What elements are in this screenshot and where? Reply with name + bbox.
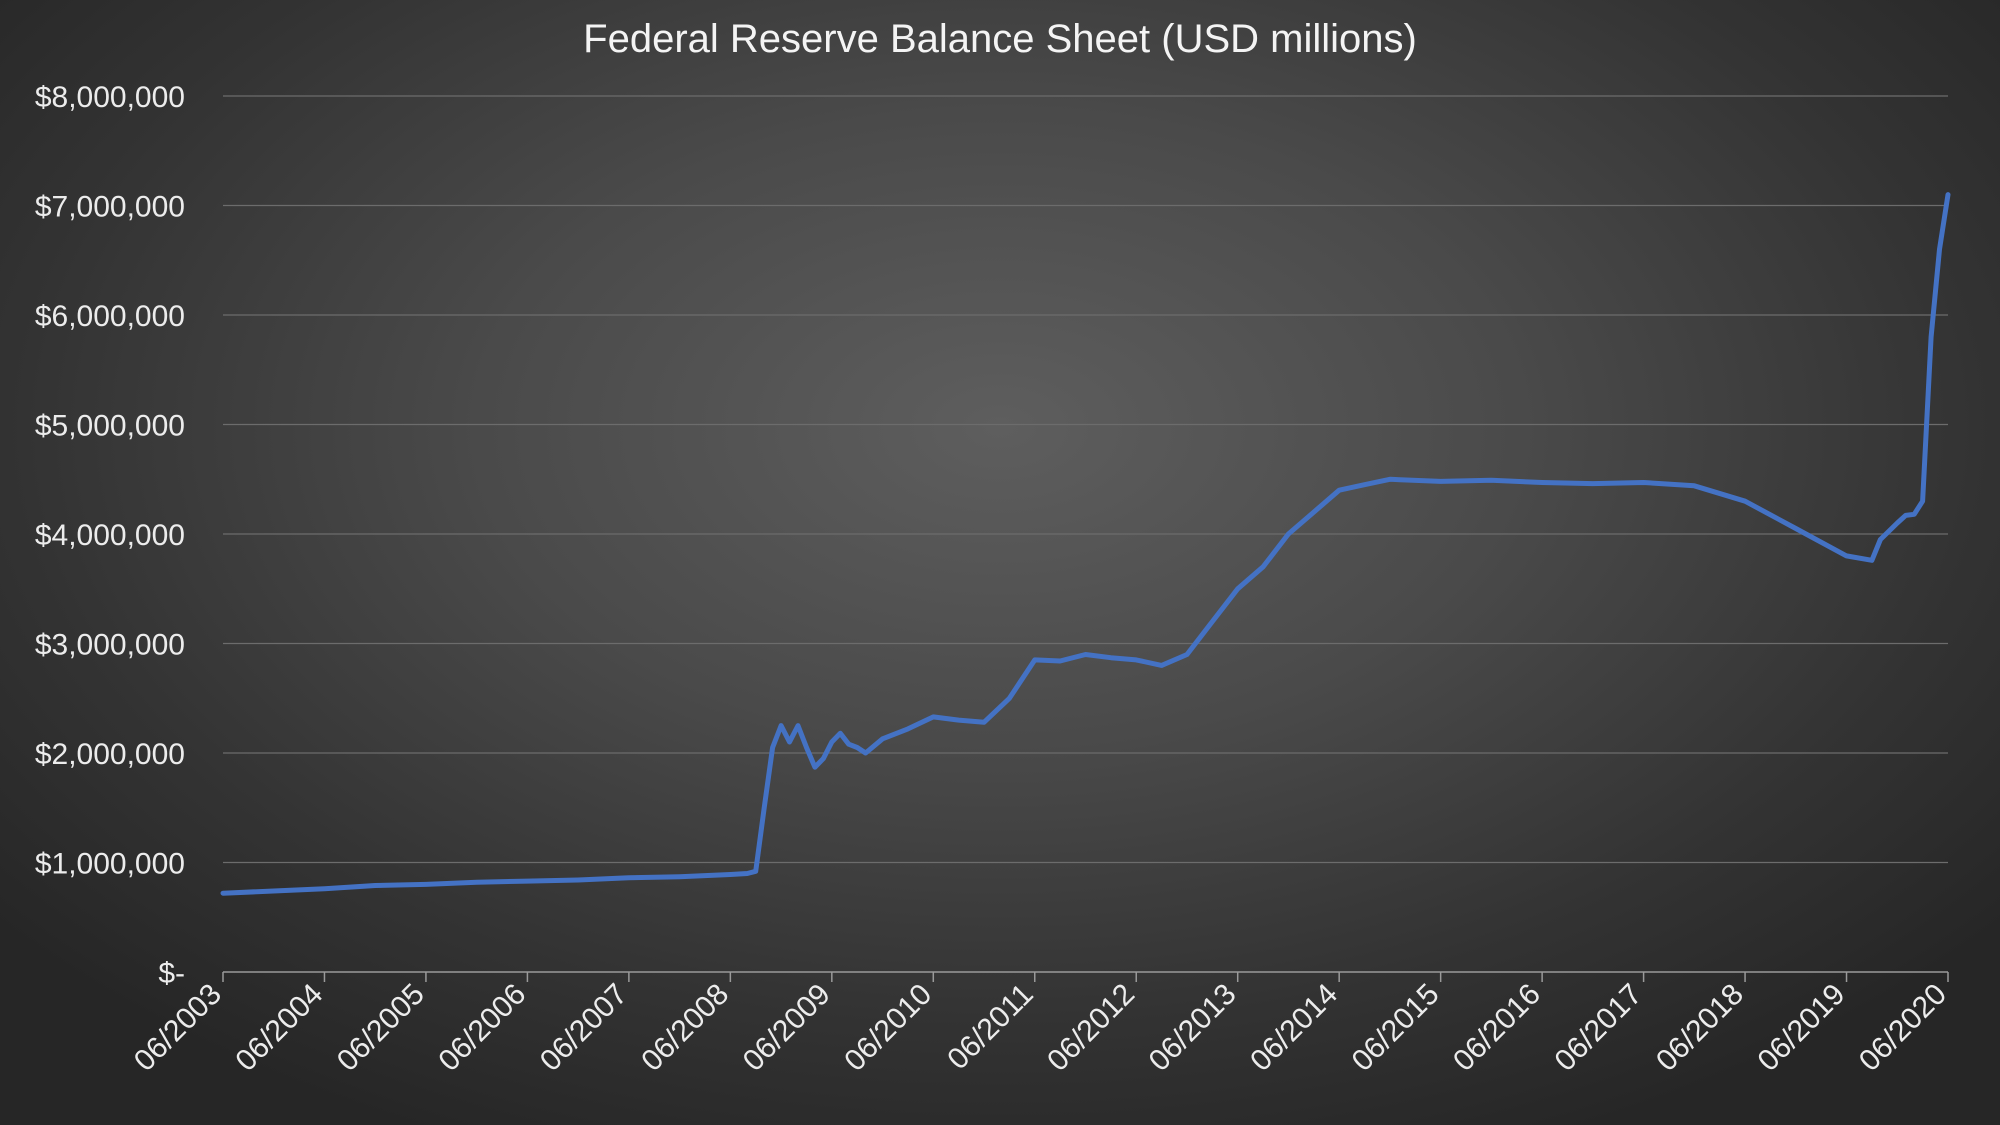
x-tick-label: 06/2008 <box>635 978 735 1078</box>
x-tick-label: 06/2004 <box>229 978 329 1078</box>
y-tick-label: $6,000,000 <box>35 300 185 333</box>
axes <box>222 971 1949 982</box>
x-tick-label: 06/2020 <box>1853 978 1953 1078</box>
x-tick-label: 06/2018 <box>1650 978 1750 1078</box>
x-tick-label: 06/2006 <box>432 978 532 1078</box>
chart-title: Federal Reserve Balance Sheet (USD milli… <box>583 17 1417 61</box>
y-tick-label: $1,000,000 <box>35 848 185 881</box>
x-tick-label: 06/2016 <box>1447 978 1547 1078</box>
x-tick-label: 06/2003 <box>128 978 228 1078</box>
x-tick-label: 06/2013 <box>1143 978 1243 1078</box>
x-tick-label: 06/2010 <box>838 978 938 1078</box>
gridlines <box>223 95 1948 864</box>
x-tick-label: 06/2017 <box>1549 978 1649 1078</box>
y-axis-tick-labels: $- $1,000,000 $2,000,000 $3,000,000 $4,000,0… <box>35 81 185 990</box>
x-tick-label: 06/2009 <box>737 978 837 1078</box>
x-axis-tick-labels: 06/2003 06/2004 06/2005 06/2006 06/2007 06/20… <box>128 978 1953 1078</box>
y-tick-label: $4,000,000 <box>35 519 185 552</box>
y-tick-label: $5,000,000 <box>35 410 185 443</box>
x-tick-label: 06/2014 <box>1244 978 1344 1078</box>
x-tick-label: 06/2015 <box>1346 978 1446 1078</box>
series-group <box>220 192 1951 896</box>
x-tick-label: 06/2007 <box>534 978 634 1078</box>
y-tick-label: $3,000,000 <box>35 629 185 662</box>
y-tick-label: $2,000,000 <box>35 738 185 771</box>
series-line-0 <box>220 192 1951 896</box>
y-tick-label: $- <box>158 957 185 990</box>
y-tick-label: $8,000,000 <box>35 81 185 114</box>
y-tick-label: $7,000,000 <box>35 191 185 224</box>
x-tick-label: 06/2005 <box>331 978 431 1078</box>
x-tick-label: 06/2012 <box>1041 978 1141 1078</box>
x-tick-label: 06/2011 <box>941 978 1039 1076</box>
x-tick-label: 06/2019 <box>1751 978 1851 1078</box>
